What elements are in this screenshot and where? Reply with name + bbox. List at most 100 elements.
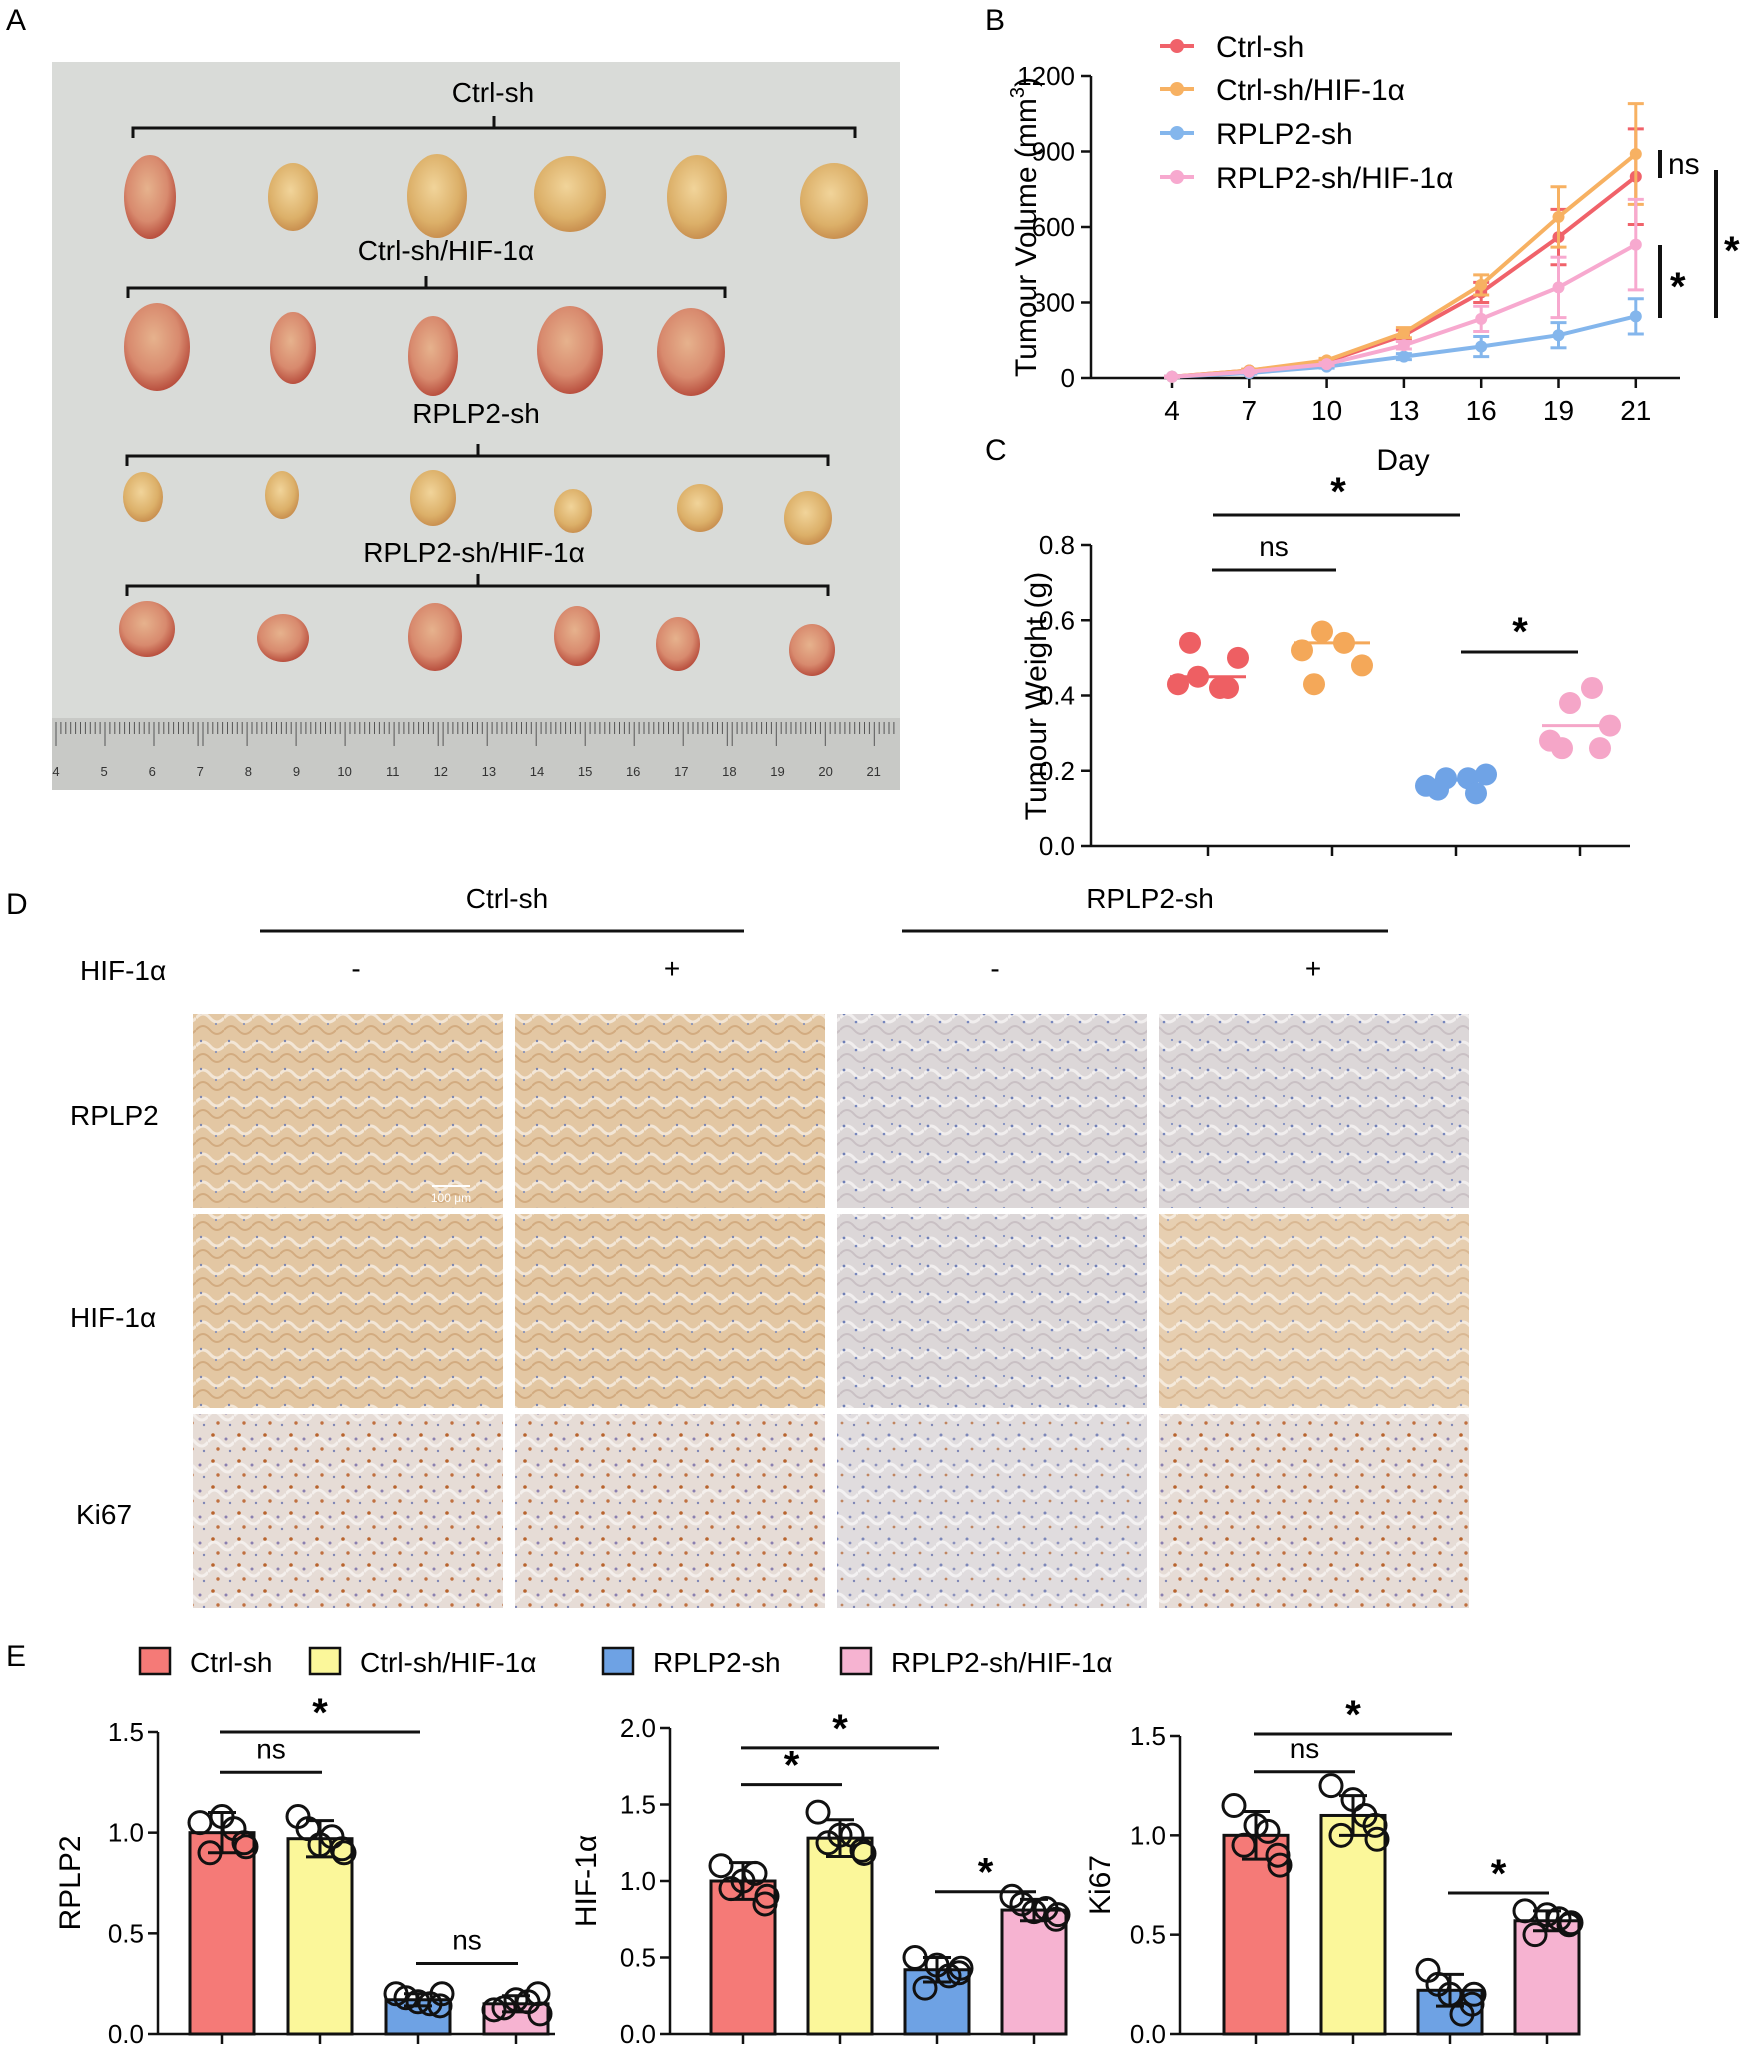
data-point: [1559, 692, 1581, 715]
legend-swatch-ctrl: [138, 1646, 172, 1676]
bar: [286, 1837, 354, 2036]
data-point: [295, 1816, 321, 1842]
ruler-label: 16: [626, 764, 640, 779]
tumour: [408, 603, 462, 671]
ihc-row-label-ki67: Ki67: [76, 1499, 132, 1530]
ihc-image: [837, 1014, 1147, 1208]
sig-label: *: [784, 1744, 800, 1788]
panel-label-a: A: [6, 4, 26, 37]
sig-label: *: [1670, 265, 1686, 309]
data-point: [481, 1997, 507, 2023]
legend-label-rplp2-hif: RPLP2-sh/HIF-1α: [891, 1647, 1113, 1678]
data-point: [1333, 631, 1355, 654]
data-point: [1328, 1822, 1354, 1848]
bar: [806, 1836, 874, 2036]
data-point: [1320, 358, 1333, 371]
bar: [188, 1831, 256, 2036]
data-point: [429, 1981, 455, 2007]
data-point: [1227, 646, 1249, 669]
ihc-image: [193, 1214, 503, 1408]
data-point: [331, 1840, 357, 1866]
chart-ki67-expression: 0.0 0.5 1.0 1.5 Ki67 ns * *: [1084, 1693, 1584, 2049]
data-point: [1179, 631, 1201, 654]
y-tick-label: 0.0: [620, 2019, 656, 2049]
y-tick-label: 2.0: [620, 1713, 656, 1743]
sig-label: *: [1512, 610, 1528, 654]
data-point: [742, 1860, 768, 1886]
tumour: [667, 155, 727, 239]
tumour: [410, 470, 456, 526]
data-point: [1351, 654, 1373, 677]
sig-label: *: [1330, 470, 1346, 514]
ihc-image: [193, 1014, 503, 1208]
data-point: [1265, 1842, 1291, 1868]
data-point: [1475, 340, 1488, 353]
data-point: [1475, 763, 1497, 786]
y-tick-label: 600: [1032, 212, 1075, 242]
ruler-label: 9: [293, 764, 300, 779]
data-point: [1231, 1832, 1257, 1858]
data-point: [1311, 620, 1333, 643]
y-axis-title: HIF-1α: [570, 1835, 603, 1927]
ruler-label: 21: [866, 764, 880, 779]
tumour: [257, 614, 309, 662]
ihc-hif-label: HIF-1α: [80, 955, 166, 986]
sig-label: ns: [1668, 148, 1700, 181]
y-tick-label: 0.4: [1039, 681, 1075, 711]
scale-bar-label: 100 μm: [431, 1191, 471, 1205]
data-point: [1552, 329, 1565, 342]
ruler-label: 15: [578, 764, 592, 779]
ruler-label: 18: [722, 764, 736, 779]
ihc-image: [515, 1014, 825, 1208]
legend-label: Ctrl-sh/HIF-1α: [1216, 74, 1405, 107]
sig-label: *: [1724, 229, 1740, 273]
data-point: [1427, 778, 1449, 801]
legend-label: RPLP2-sh/HIF-1α: [1216, 162, 1453, 195]
y-axis-title: RPLP2: [54, 1835, 87, 1930]
x-tick-label: 7: [1242, 395, 1258, 426]
data-point: [527, 2001, 553, 2027]
data-point: [1267, 1852, 1293, 1878]
data-point: [1475, 278, 1488, 291]
ihc-image: [515, 1214, 825, 1408]
photo-label-ctrl: Ctrl-sh: [452, 77, 534, 108]
legend-swatch-rplp2: [601, 1646, 635, 1676]
sig-label: *: [832, 1707, 848, 1751]
ihc-sign-1: -: [351, 953, 360, 984]
data-point: [1581, 676, 1603, 699]
panel-e-legend: Ctrl-sh Ctrl-sh/HIF-1α RPLP2-sh RPLP2-sh…: [138, 1646, 1113, 1678]
sig-label: *: [1491, 1852, 1507, 1896]
data-point: [1558, 1910, 1584, 1936]
sig-label: ns: [452, 1925, 482, 1956]
y-tick-label: 0.5: [1130, 1920, 1166, 1950]
ihc-image: [837, 1414, 1147, 1608]
data-point: [319, 1824, 345, 1850]
tumour: [800, 163, 868, 239]
sig-label: ns: [1259, 531, 1289, 562]
ruler-label: 6: [149, 764, 156, 779]
y-axis-title: Ki67: [1084, 1855, 1117, 1915]
panel-label-d: D: [6, 888, 28, 921]
data-point: [1033, 1896, 1059, 1922]
x-tick-label: 4: [1164, 395, 1180, 426]
ihc-sign-2: +: [664, 953, 680, 984]
legend-marker: [1170, 126, 1184, 140]
ruler-label: 20: [818, 764, 832, 779]
ruler-label: 12: [434, 764, 448, 779]
ihc-image: [193, 1414, 503, 1608]
tumour: [677, 484, 723, 532]
data-point: [1522, 1922, 1548, 1948]
data-point: [1364, 1826, 1390, 1852]
ruler-label: 10: [337, 764, 351, 779]
tumour: [124, 303, 190, 391]
data-point: [718, 1876, 744, 1902]
sig-label: *: [1345, 1693, 1361, 1737]
y-tick-label: 0.0: [108, 2019, 144, 2049]
data-point: [1166, 370, 1178, 383]
data-point: [1045, 1902, 1071, 1928]
data-point: [1512, 1898, 1538, 1924]
data-point: [1461, 1981, 1487, 2007]
chart-hif-expression: 0.0 0.5 1.0 1.5 2.0 HIF-1α * * *: [570, 1707, 1071, 2049]
y-tick-label: 900: [1032, 137, 1075, 167]
legend-swatch-rplp2-hif: [839, 1646, 873, 1676]
